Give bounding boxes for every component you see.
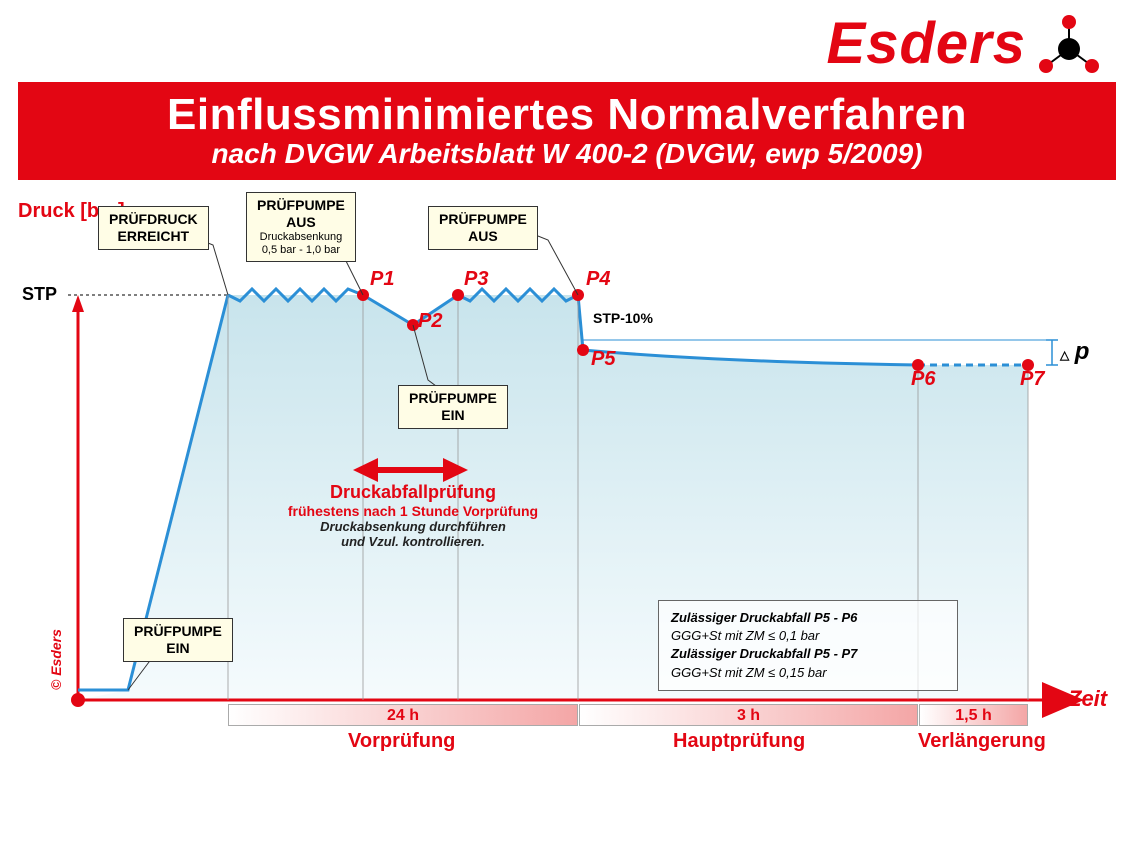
delta-p-label: △ p bbox=[1060, 338, 1089, 366]
title-sub: nach DVGW Arbeitsblatt W 400-2 (DVGW, ew… bbox=[18, 138, 1116, 170]
callout-pruefdruck-l2: ERREICHT bbox=[118, 228, 190, 244]
y-axis-arrow bbox=[72, 295, 84, 312]
origin-dot bbox=[71, 693, 85, 707]
callout-aus1: PRÜFPUMPE AUS Druckabsenkung 0,5 bar - 1… bbox=[246, 192, 356, 262]
title-main: Einflussminimiertes Normalverfahren bbox=[18, 90, 1116, 140]
stp10-label: STP-10% bbox=[593, 310, 653, 326]
label-p4: P4 bbox=[586, 268, 610, 291]
callout-ein-bot-l2: EIN bbox=[166, 640, 189, 656]
molecule-icon bbox=[1034, 14, 1104, 74]
label-p3: P3 bbox=[464, 268, 488, 291]
tol-l4: GGG+St mit ZM ≤ 0,15 bar bbox=[671, 664, 945, 682]
phase-vor-dur: 24 h bbox=[387, 707, 419, 724]
phase-verl-bar: 1,5 h bbox=[919, 704, 1028, 726]
label-p2: P2 bbox=[418, 310, 442, 333]
tol-l3: Zulässiger Druckabfall P5 - P7 bbox=[671, 645, 945, 663]
callout-ein-bot: PRÜFPUMPE EIN bbox=[123, 618, 233, 662]
callout-aus1-l1: PRÜFPUMPE bbox=[257, 197, 345, 213]
label-p7: P7 bbox=[1020, 368, 1044, 391]
callout-ein-bot-l1: PRÜFPUMPE bbox=[134, 623, 222, 639]
point-p3 bbox=[452, 289, 464, 301]
callout-pruefdruck-l1: PRÜFDRUCK bbox=[109, 211, 198, 227]
callout-aus2: PRÜFPUMPE AUS bbox=[428, 206, 538, 250]
callout-ein-top: PRÜFPUMPE EIN bbox=[398, 385, 508, 429]
phase-vor-label: Vorprüfung bbox=[348, 730, 455, 753]
callout-pruefdruck: PRÜFDRUCK ERREICHT bbox=[98, 206, 209, 250]
phase-verl-label: Verlängerung bbox=[918, 730, 1046, 753]
label-p1: P1 bbox=[370, 268, 394, 291]
callout-aus2-l1: PRÜFPUMPE bbox=[439, 211, 527, 227]
callout-aus1-l2: AUS bbox=[286, 214, 316, 230]
phase-haupt-dur: 3 h bbox=[737, 707, 760, 724]
phase-vor-bar: 24 h bbox=[228, 704, 578, 726]
callout-ein-top-l2: EIN bbox=[441, 407, 464, 423]
callout-aus1-sub1: Druckabsenkung bbox=[257, 231, 345, 244]
watermark: © Esders bbox=[48, 629, 64, 690]
center-note-l1: Druckabfallprüfung bbox=[243, 482, 583, 503]
center-note: Druckabfallprüfung frühestens nach 1 Stu… bbox=[243, 482, 583, 549]
chart-area: Druck [bar] STP Zeit PRÜFDRUCK ERREICHT … bbox=[18, 200, 1116, 827]
stp-label: STP bbox=[22, 284, 57, 305]
callout-ein-top-l1: PRÜFPUMPE bbox=[409, 390, 497, 406]
center-note-l3b: und Vzul. kontrollieren. bbox=[243, 534, 583, 549]
center-note-l2: frühestens nach 1 Stunde Vorprüfung bbox=[243, 503, 583, 519]
label-p5: P5 bbox=[591, 348, 615, 371]
phase-haupt-label: Hauptprüfung bbox=[673, 730, 805, 753]
x-axis-label: Zeit bbox=[1068, 686, 1107, 712]
phase-haupt-bar: 3 h bbox=[579, 704, 918, 726]
callout-aus2-l2: AUS bbox=[468, 228, 498, 244]
brand-name: Esders bbox=[827, 10, 1026, 77]
title-bar: Einflussminimiertes Normalverfahren nach… bbox=[18, 82, 1116, 180]
delta-symbol: △ bbox=[1060, 348, 1069, 362]
tol-l2: GGG+St mit ZM ≤ 0,1 bar bbox=[671, 627, 945, 645]
point-p5 bbox=[577, 344, 589, 356]
tol-l1: Zulässiger Druckabfall P5 - P6 bbox=[671, 609, 945, 627]
watermark-text: © Esders bbox=[48, 629, 64, 690]
callout-aus1-sub2: 0,5 bar - 1,0 bar bbox=[257, 244, 345, 257]
brand-logo: Esders bbox=[827, 10, 1104, 77]
center-note-l3a: Druckabsenkung durchführen bbox=[243, 519, 583, 534]
tolerance-box: Zulässiger Druckabfall P5 - P6 GGG+St mi… bbox=[658, 600, 958, 691]
delta-p-char: p bbox=[1075, 338, 1090, 365]
label-p6: P6 bbox=[911, 368, 935, 391]
phase-verl-dur: 1,5 h bbox=[955, 707, 991, 724]
